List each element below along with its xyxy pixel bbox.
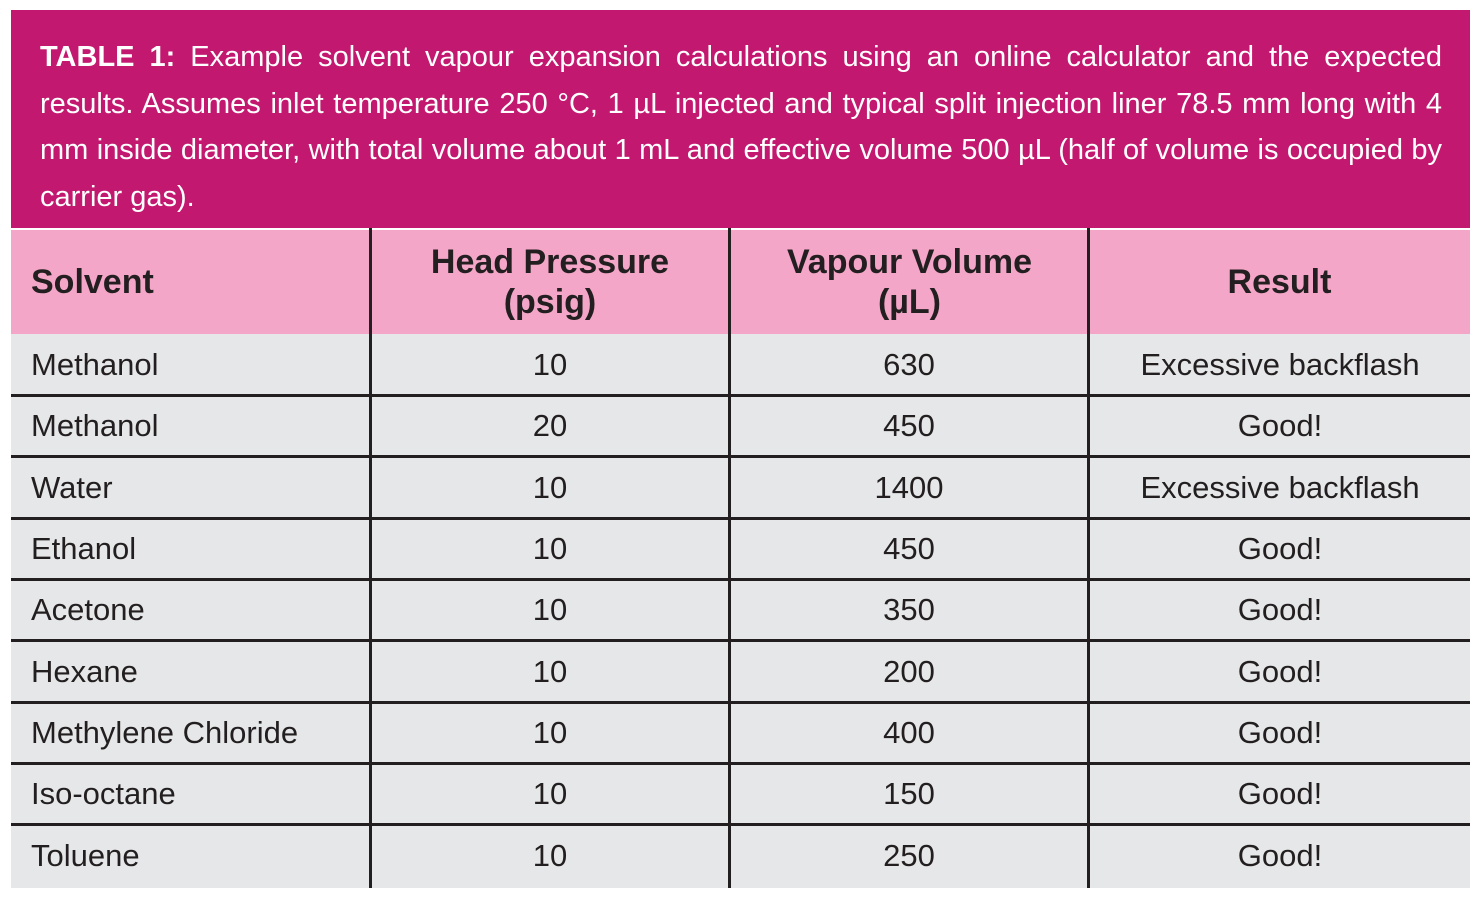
cell-head-pressure: 10 [532, 347, 568, 382]
cell-head-pressure: 10 [532, 531, 568, 567]
cell-vapour-volume: 350 [883, 592, 935, 628]
column-header-result-label: Result [1227, 263, 1332, 301]
cell-vapour-volume: 150 [883, 776, 935, 812]
cell-head-pressure: 10 [532, 715, 568, 751]
row-divider [11, 823, 1470, 827]
table-row: Methanol 10 630 Excessive backflash [11, 334, 1470, 395]
cell-vapour-volume: 630 [883, 347, 935, 382]
cell-result: Excessive backflash [1140, 469, 1420, 505]
column-header-result: Result [1089, 230, 1470, 334]
row-divider [11, 700, 1470, 704]
cell-result: Good! [1237, 837, 1323, 873]
column-header-solvent: Solvent [11, 230, 370, 334]
cell-solvent: Iso-octane [31, 776, 176, 812]
cell-result: Good! [1237, 715, 1323, 751]
cell-result: Good! [1237, 653, 1323, 689]
cell-head-pressure: 10 [532, 653, 568, 689]
cell-vapour-volume: 450 [883, 408, 935, 444]
table-row: Methylene Chloride 10 400 Good! [11, 702, 1470, 763]
row-divider [11, 639, 1470, 643]
cell-vapour-volume: 450 [883, 531, 935, 567]
cell-head-pressure: 20 [532, 408, 568, 444]
caption-text: Example solvent vapour expansion calcula… [40, 41, 1442, 213]
cell-solvent: Water [31, 469, 113, 505]
cell-head-pressure: 10 [532, 837, 568, 873]
cell-solvent: Methanol [31, 408, 159, 444]
cell-solvent: Methanol [31, 347, 159, 382]
column-header-solvent-label: Solvent [31, 263, 154, 301]
table-row: Toluene 10 250 Good! [11, 825, 1470, 886]
table-caption: TABLE 1: Example solvent vapour expansio… [11, 10, 1470, 228]
cell-solvent: Hexane [31, 653, 138, 689]
cell-solvent: Toluene [31, 837, 140, 873]
table-row: Ethanol 10 450 Good! [11, 518, 1470, 579]
cell-head-pressure: 10 [532, 776, 568, 812]
table-row: Acetone 10 350 Good! [11, 579, 1470, 640]
table-row: Hexane 10 200 Good! [11, 641, 1470, 702]
row-divider [11, 577, 1470, 581]
cell-solvent: Methylene Chloride [31, 715, 299, 751]
table-frame: TABLE 1: Example solvent vapour expansio… [11, 10, 1470, 888]
cell-result: Good! [1237, 408, 1323, 444]
cell-vapour-volume: 250 [883, 837, 935, 873]
column-header-vapour-volume-line2: (µL) [877, 283, 941, 321]
column-divider [728, 228, 731, 888]
caption-label: TABLE 1: [40, 41, 176, 73]
table-header-row: Solvent Head Pressure (psig) Vapour Volu… [11, 228, 1470, 334]
cell-result: Good! [1237, 592, 1323, 628]
row-divider [11, 516, 1470, 520]
table-row: Iso-octane 10 150 Good! [11, 763, 1470, 824]
cell-solvent: Ethanol [31, 531, 137, 567]
row-divider [11, 393, 1470, 397]
column-header-vapour-volume: Vapour Volume (µL) [730, 230, 1089, 334]
cell-vapour-volume: 1400 [874, 469, 944, 505]
cell-result: Excessive backflash [1140, 347, 1420, 382]
cell-result: Good! [1237, 776, 1323, 812]
column-divider [1087, 228, 1090, 888]
row-divider [11, 761, 1470, 765]
column-header-head-pressure-line2: (psig) [503, 283, 597, 321]
table-row: Methanol 20 450 Good! [11, 395, 1470, 456]
row-divider [11, 455, 1470, 459]
cell-head-pressure: 10 [532, 592, 568, 628]
cell-vapour-volume: 400 [883, 715, 935, 751]
column-header-vapour-volume-line1: Vapour Volume [787, 243, 1032, 281]
table-row: Water 10 1400 Excessive backflash [11, 457, 1470, 518]
cell-solvent: Acetone [31, 592, 145, 628]
cell-result: Good! [1237, 531, 1323, 567]
column-divider [369, 228, 372, 888]
column-header-head-pressure: Head Pressure (psig) [370, 230, 730, 334]
cell-head-pressure: 10 [532, 469, 568, 505]
column-header-head-pressure-line1: Head Pressure [430, 243, 670, 281]
cell-vapour-volume: 200 [883, 653, 935, 689]
